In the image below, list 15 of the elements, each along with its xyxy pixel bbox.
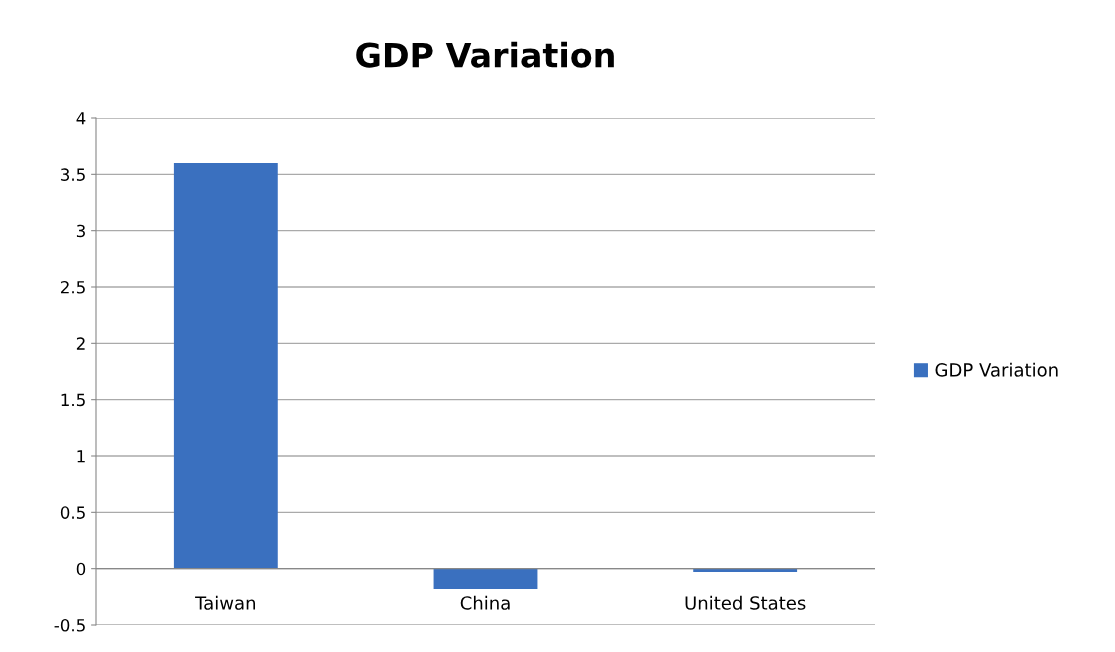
y-tick-label: 1 xyxy=(77,450,85,463)
y-tick-label: -0.5 xyxy=(54,618,85,632)
y-tick-label: 1.5 xyxy=(61,393,85,407)
x-tick-label: United States xyxy=(685,595,806,610)
y-tick-label: 3.5 xyxy=(61,168,85,181)
y-tick-label: 4 xyxy=(76,112,86,125)
y-tick-label: 2.5 xyxy=(60,280,85,294)
y-tick-label: 2 xyxy=(76,337,85,350)
y-tick-label: 0.5 xyxy=(60,506,85,519)
y-tick-label: 3 xyxy=(76,224,85,238)
x-tick-label: Taiwan xyxy=(195,595,255,610)
y-tick-label: 0 xyxy=(76,562,86,576)
x-tick-label: China xyxy=(460,595,510,610)
chart-title: GDP Variation xyxy=(356,41,614,68)
legend-label: GDP Variation xyxy=(935,362,1058,377)
